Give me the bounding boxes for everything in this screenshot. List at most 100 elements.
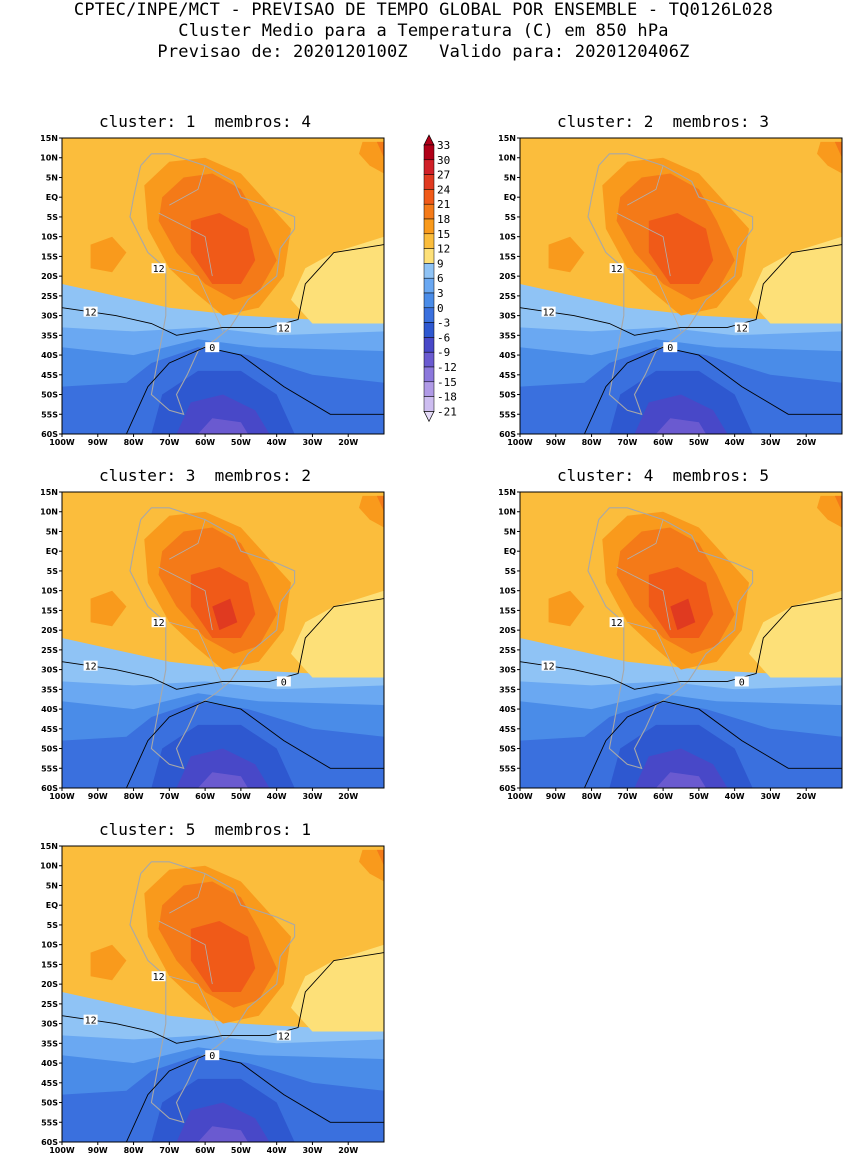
colorbar-swatch: [423, 159, 435, 175]
coastline: [129, 861, 296, 1124]
lon-tick-label: 90W: [546, 438, 566, 447]
contour-label-bg: [734, 322, 749, 333]
lon-tick-label: 60W: [653, 792, 673, 801]
lon-tick-label: 80W: [582, 792, 602, 801]
temperature-band: [190, 921, 256, 992]
lon-tick-label: 70W: [159, 792, 179, 801]
map-frame: [519, 491, 843, 789]
lat-tick-label: 40S: [499, 351, 516, 360]
lon-tick-label: 100W: [49, 792, 75, 801]
colorbar-swatch: [423, 277, 435, 294]
temperature-band: [634, 748, 728, 788]
colorbar-label: -3: [437, 317, 450, 330]
contour-label-bg: [663, 342, 678, 353]
contour-label-bg: [151, 971, 166, 982]
panel-title: cluster: 2 membros: 3: [557, 112, 769, 131]
contour-label: 12: [153, 972, 165, 983]
country-border: [627, 621, 682, 686]
colorbar-label: 27: [437, 169, 450, 182]
country-border: [169, 621, 224, 686]
contour-0: [125, 346, 384, 434]
contour-label-bg: [276, 1030, 291, 1041]
colorbar-swatch: [423, 203, 435, 220]
lon-tick-label: 80W: [124, 792, 144, 801]
lat-tick-label: 15S: [41, 960, 58, 969]
temperature-band: [291, 590, 384, 678]
temperature-map: 12 12 12 0 15N 10N 5N EQ 5S 10S 15S 20S 25S 30S 35S 40S…: [40, 134, 385, 447]
temperature-band: [634, 394, 728, 434]
lat-tick-label: 40S: [41, 1059, 58, 1068]
lat-tick-label: 45S: [41, 371, 58, 380]
lat-tick-label: 5N: [46, 527, 58, 536]
lat-tick-label: 15N: [40, 134, 58, 143]
colorbar-label: 0: [437, 302, 444, 315]
contour-12: [520, 598, 842, 690]
contour-label: 12: [153, 618, 165, 629]
lon-tick-label: 50W: [689, 438, 709, 447]
lat-tick-label: EQ: [504, 547, 516, 556]
lat-tick-label: 25S: [41, 646, 58, 655]
map-area: 12 12 0 15N 10N 5N EQ 5S 10S 15S 20S 25S 30S 35S 40S 45…: [20, 488, 390, 808]
lon-tick-label: 20W: [338, 792, 358, 801]
lon-tick-label: 60W: [653, 438, 673, 447]
lat-tick-label: 55S: [41, 764, 58, 773]
contour-0: [583, 700, 842, 788]
lat-tick-label: 45S: [41, 1079, 58, 1088]
lat-tick-label: EQ: [504, 193, 516, 202]
lon-tick-label: 30W: [302, 1146, 322, 1155]
colorbar-swatch: [423, 248, 435, 264]
map-frame: [61, 137, 385, 435]
temperature-band: [176, 1102, 270, 1142]
contour-12: [62, 244, 384, 336]
coastline: [587, 507, 754, 770]
map-frame: [61, 845, 385, 1143]
lat-tick-label: 50S: [41, 391, 58, 400]
lat-tick-label: 20S: [499, 626, 516, 635]
lon-tick-label: 20W: [796, 438, 816, 447]
colorbar-label: -12: [437, 361, 457, 374]
contour-12: [62, 598, 384, 690]
temperature-band: [359, 141, 384, 174]
lon-tick-label: 40W: [725, 792, 745, 801]
colorbar-label: 21: [437, 198, 450, 211]
lon-tick-label: 40W: [267, 1146, 287, 1155]
lon-tick-label: 20W: [796, 792, 816, 801]
contour-label: 0: [281, 677, 287, 688]
lat-tick-label: 30S: [499, 666, 516, 675]
lat-tick-label: 10N: [40, 862, 58, 871]
lat-tick-label: 60S: [499, 784, 516, 793]
lat-tick-label: 50S: [499, 745, 516, 754]
lon-tick-label: 20W: [338, 438, 358, 447]
contour-label: 12: [278, 323, 290, 334]
lat-tick-label: 10N: [498, 154, 516, 163]
lat-tick-label: 35S: [499, 685, 516, 694]
lat-tick-label: 5S: [505, 567, 517, 576]
temperature-map: 12 12 12 0 15N 10N 5N EQ 5S 10S 15S 20S 25S 30S 35S 40S…: [40, 842, 385, 1155]
colorbar-swatch: [423, 337, 435, 353]
temperature-band: [656, 418, 706, 434]
lat-tick-label: 10N: [40, 508, 58, 517]
lat-tick-label: 15S: [41, 606, 58, 615]
lon-tick-label: 60W: [195, 438, 215, 447]
colorbar-swatch: [423, 189, 435, 205]
lat-tick-label: 15N: [40, 842, 58, 851]
lat-tick-label: EQ: [46, 193, 58, 202]
temperature-band: [817, 495, 842, 528]
lat-tick-label: 35S: [499, 331, 516, 340]
panel-cluster-4: cluster: 4 membros: 5 12 12 0 15N 10N 5N EQ 5S 1…: [478, 466, 847, 806]
panel-cluster-5: cluster: 5 membros: 1 12 12 12 0 15N 10N 5N EQ 5…: [20, 820, 390, 1160]
contour-label-bg: [541, 306, 556, 317]
temperature-band: [749, 236, 842, 324]
temperature-band: [648, 213, 714, 284]
lon-tick-label: 50W: [689, 792, 709, 801]
colorbar-swatch: [423, 218, 435, 235]
country-border: [169, 873, 206, 914]
temperature-band: [90, 590, 127, 627]
contour-label: 12: [85, 662, 97, 673]
colorbar-label: 6: [437, 272, 444, 285]
lon-tick-label: 20W: [338, 1146, 358, 1155]
panel-cluster-2: cluster: 2 membros: 3 12 12 12 0 15N 10N 5N EQ 5…: [478, 112, 847, 452]
map-area: 12 12 0 15N 10N 5N EQ 5S 10S 15S 20S 25S 30S 35S 40S 45…: [478, 488, 847, 808]
lat-tick-label: 60S: [41, 430, 58, 439]
temperature-band: [834, 141, 842, 158]
